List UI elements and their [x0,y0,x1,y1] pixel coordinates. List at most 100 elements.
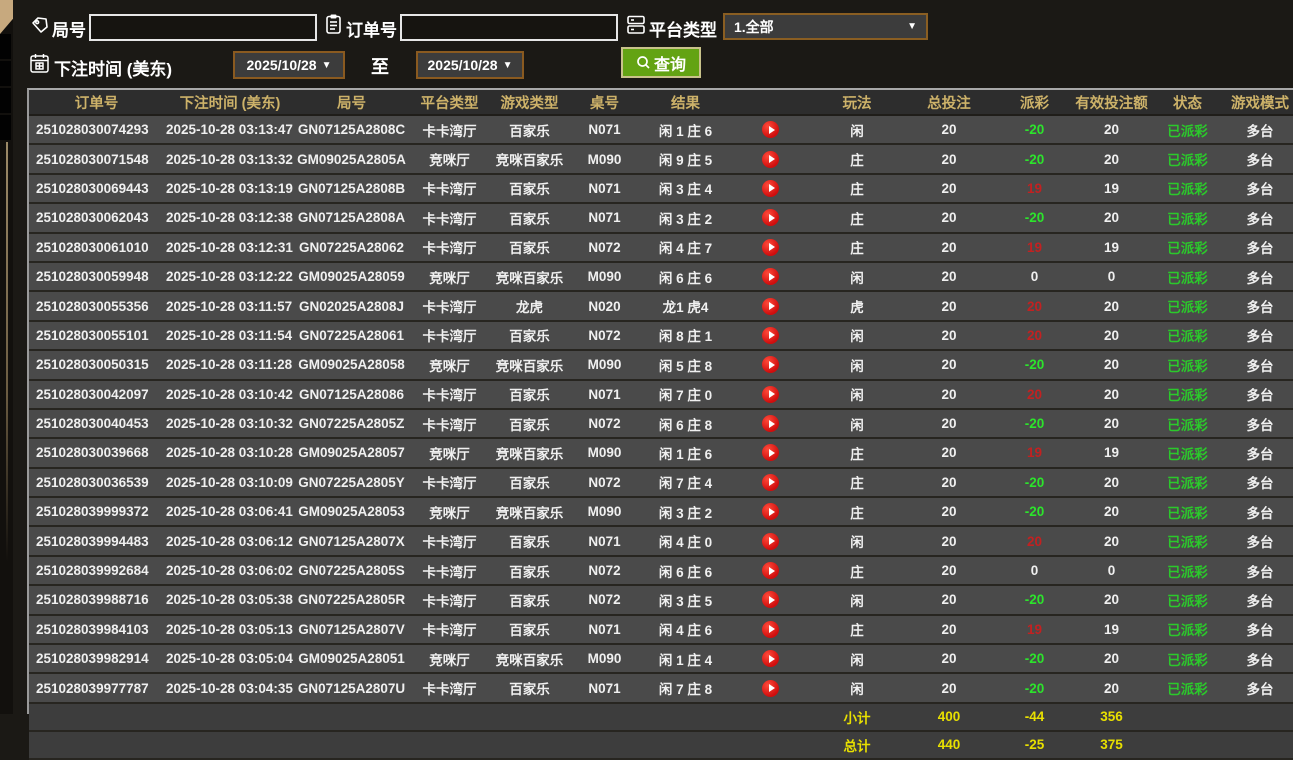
replay-play-icon[interactable] [762,503,779,521]
cell-mode: 多台 [1225,292,1293,322]
column-header-14: 游戏模式 [1225,90,1293,116]
replay-play-icon[interactable] [762,150,779,168]
replay-play-icon[interactable] [762,121,779,139]
cell-bet-time: 2025-10-28 03:05:04 [164,645,296,675]
cell-order-no: 251028039977787 [29,674,164,704]
cell-game-type: 百家乐 [492,409,567,440]
cell-platform: 卡卡湾厅 [407,116,492,146]
cell-replay [729,615,812,646]
replay-play-icon[interactable] [762,356,779,374]
cell-game-type: 百家乐 [492,586,567,616]
cell-replay [729,674,812,704]
cell-payout: -20 [996,468,1073,499]
cell-game-type: 百家乐 [492,527,567,557]
cell-bet-on: 庄 [812,174,902,205]
replay-play-icon[interactable] [762,209,779,227]
column-header-4: 平台类型 [407,90,492,116]
order-no-input[interactable] [400,14,618,41]
cell-total-bet: 20 [902,116,996,146]
tag-icon [30,15,50,35]
cell-game-type: 百家乐 [492,321,567,352]
cell-game-no: GN07225A28061 [296,321,407,352]
cell-replay [729,527,812,557]
total-label: 总计 [812,731,902,760]
game-no-input[interactable] [89,14,317,41]
date-to-select[interactable]: 2025/10/28 ▼ [416,51,524,79]
cell-result: 闲 6 庄 6 [642,556,729,587]
cell-order-no: 251028030040453 [29,409,164,440]
play-triangle [768,507,775,516]
cell-game-no: GM09025A28053 [296,498,407,528]
subtotal-row: 小计 400 -44 356 [29,703,1293,732]
table-row: 251028030055101 2025-10-28 03:11:54 GN07… [29,321,1293,352]
subtotal-payout: -44 [996,703,1073,732]
cell-game-no: GN02025A2808J [296,292,407,322]
replay-play-icon[interactable] [762,179,779,197]
cell-valid-bet: 0 [1073,556,1150,587]
cell-game-type: 百家乐 [492,233,567,263]
platform-type-label: 平台类型 [649,21,717,40]
cell-game-no: GN07225A2805S [296,556,407,587]
replay-play-icon[interactable] [762,679,779,697]
cell-mode: 多台 [1225,674,1293,704]
cell-valid-bet: 20 [1073,674,1150,704]
replay-play-icon[interactable] [762,532,779,550]
cell-table-no: N072 [567,556,642,587]
cell-result: 闲 7 庄 8 [642,674,729,704]
cell-bet-time: 2025-10-28 03:05:38 [164,586,296,616]
date-from-select[interactable]: 2025/10/28 ▼ [233,51,345,79]
play-triangle [768,125,775,134]
replay-play-icon[interactable] [762,238,779,256]
replay-play-icon[interactable] [762,444,779,462]
cell-payout: -20 [996,645,1073,675]
replay-play-icon[interactable] [762,620,779,638]
cell-game-no: GN07125A2807U [296,674,407,704]
cell-platform: 卡卡湾厅 [407,292,492,322]
cell-bet-time: 2025-10-28 03:10:42 [164,380,296,410]
replay-play-icon[interactable] [762,562,779,580]
cell-bet-on: 庄 [812,556,902,587]
cell-bet-time: 2025-10-28 03:06:41 [164,498,296,528]
cell-platform: 卡卡湾厅 [407,586,492,616]
cell-payout: -20 [996,351,1073,381]
cell-platform: 卡卡湾厅 [407,233,492,263]
cell-total-bet: 20 [902,262,996,293]
replay-play-icon[interactable] [762,591,779,609]
replay-play-icon[interactable] [762,297,779,315]
cell-bet-time: 2025-10-28 03:12:38 [164,204,296,234]
replay-play-icon[interactable] [762,385,779,403]
cell-game-no: GN07125A2808B [296,174,407,205]
column-header-9: 玩法 [812,90,902,116]
order-no-label: 订单号 [346,21,397,40]
replay-play-icon[interactable] [762,268,779,286]
cell-valid-bet: 20 [1073,645,1150,675]
replay-play-icon[interactable] [762,326,779,344]
table-row: 251028039988716 2025-10-28 03:05:38 GN07… [29,586,1293,616]
cell-bet-time: 2025-10-28 03:10:28 [164,439,296,469]
cell-platform: 卡卡湾厅 [407,527,492,557]
cell-result: 闲 3 庄 2 [642,204,729,234]
replay-play-icon[interactable] [762,650,779,668]
cell-payout: 20 [996,292,1073,322]
cell-total-bet: 20 [902,409,996,440]
platform-select[interactable]: 1.全部 ▼ [723,13,928,40]
cell-replay [729,498,812,528]
cell-status: 已派彩 [1150,468,1225,499]
cell-payout: -20 [996,498,1073,528]
chevron-down-icon: ▼ [321,59,332,71]
cell-platform: 竞咪厅 [407,145,492,175]
cell-order-no: 251028030069443 [29,174,164,205]
cell-result: 闲 1 庄 6 [642,116,729,146]
cell-platform: 卡卡湾厅 [407,204,492,234]
replay-play-icon[interactable] [762,473,779,491]
cell-total-bet: 20 [902,498,996,528]
query-button[interactable]: 查询 [621,47,701,78]
cell-status: 已派彩 [1150,204,1225,234]
cell-replay [729,439,812,469]
cell-order-no: 251028039984103 [29,615,164,646]
replay-play-icon[interactable] [762,415,779,433]
date-range-to-label: 至 [371,57,389,77]
cell-total-bet: 20 [902,527,996,557]
play-triangle [768,448,775,457]
cell-valid-bet: 19 [1073,233,1150,263]
